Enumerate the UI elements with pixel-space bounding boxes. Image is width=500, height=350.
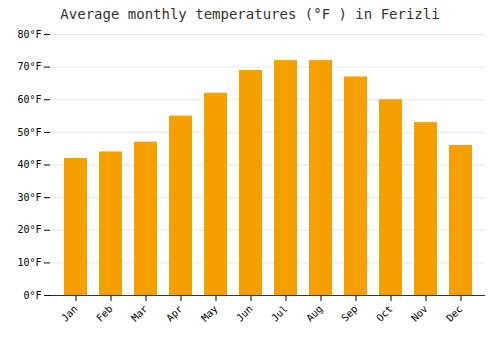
svg-text:Dec: Dec <box>444 303 465 324</box>
svg-text:Jun: Jun <box>234 303 255 324</box>
svg-text:Oct: Oct <box>374 303 395 324</box>
svg-text:60°F: 60°F <box>17 94 41 105</box>
svg-text:70°F: 70°F <box>17 61 41 72</box>
svg-text:Nov: Nov <box>409 303 430 324</box>
svg-text:Jul: Jul <box>269 303 290 324</box>
svg-text:50°F: 50°F <box>17 127 41 138</box>
svg-text:Apr: Apr <box>164 303 185 324</box>
svg-text:0°F: 0°F <box>23 290 41 301</box>
svg-text:May: May <box>199 303 220 324</box>
svg-text:40°F: 40°F <box>17 159 41 170</box>
svg-text:20°F: 20°F <box>17 224 41 235</box>
svg-text:10°F: 10°F <box>17 257 41 268</box>
svg-text:Jan: Jan <box>59 303 80 324</box>
svg-text:Mar: Mar <box>129 303 150 324</box>
svg-text:Feb: Feb <box>94 303 115 324</box>
svg-text:30°F: 30°F <box>17 192 41 203</box>
svg-text:Sep: Sep <box>339 303 360 324</box>
html-text:Average monthly temperatures (: Average monthly temperatures (°F ) in Fe… <box>60 6 440 22</box>
svg-text:Aug: Aug <box>304 303 325 324</box>
svg-text:80°F: 80°F <box>17 29 41 40</box>
